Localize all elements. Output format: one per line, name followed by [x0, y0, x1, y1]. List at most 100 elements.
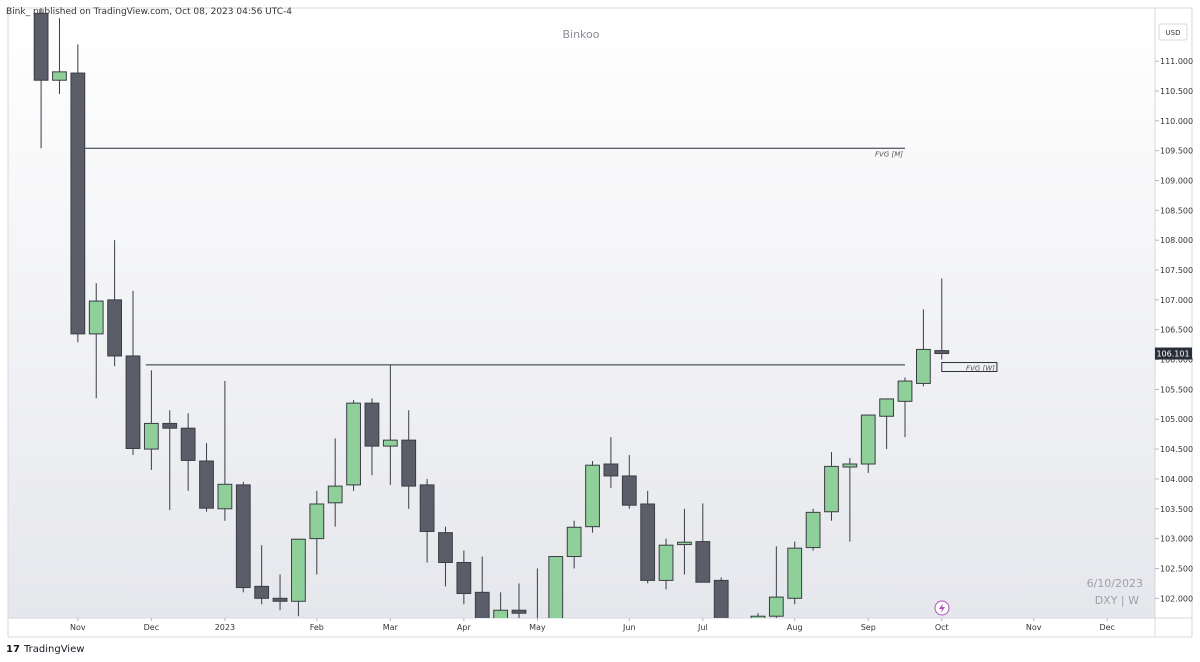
zone-label: FVG [W] [966, 364, 995, 372]
y-tick-label: 110.000 [1160, 117, 1193, 126]
candle-body [327, 485, 343, 504]
y-tick-label: 105.500 [1160, 385, 1193, 394]
y-tick-label: 109.500 [1160, 147, 1193, 156]
candle-body [162, 422, 178, 429]
y-tick-label: 102.500 [1160, 564, 1193, 573]
currency-box[interactable] [1158, 23, 1188, 41]
candle-body [419, 484, 435, 532]
x-tick-label: Oct [935, 623, 949, 632]
candle-body [493, 609, 509, 618]
candle-body [677, 541, 692, 546]
x-tick-label: Dec [1099, 623, 1114, 632]
candle-body [511, 609, 527, 614]
candle-body [70, 72, 86, 335]
x-tick-label: Jul [697, 623, 708, 632]
last-price-box [1155, 347, 1192, 360]
candle-body [438, 532, 453, 563]
y-tick-label: 106.000 [1160, 356, 1193, 365]
candle-body [291, 538, 306, 602]
y-tick-label: 108.500 [1160, 206, 1193, 215]
y-tick-label: 104.500 [1160, 445, 1193, 454]
plot: FVG [M] FVG [W] [33, 8, 998, 618]
candle-body [621, 475, 637, 506]
candle-body [143, 422, 159, 450]
candle-body [787, 547, 803, 599]
candle-body [254, 585, 270, 599]
x-tick-label: Feb [310, 623, 324, 632]
zone [941, 362, 998, 372]
y-tick-label: 103.500 [1160, 505, 1193, 514]
candle-body [695, 541, 711, 583]
candle-body [235, 484, 251, 589]
candle-body [107, 299, 123, 357]
candle-body [934, 350, 950, 355]
candle-body [52, 71, 67, 81]
header: Bink_ published on TradingView.com, Oct … [6, 7, 292, 17]
candle-body [585, 464, 600, 528]
plot-bg [8, 8, 1155, 618]
candle-body [199, 460, 214, 509]
candle-body [805, 511, 821, 549]
candle-body [916, 348, 931, 384]
x-tick-label: Dec [144, 623, 159, 632]
x-tick-label: Apr [457, 623, 472, 632]
candle-body [33, 12, 49, 81]
x-tick-label: Jun [622, 623, 636, 632]
candle-body [750, 615, 766, 618]
candle-body [824, 465, 839, 513]
y-tick-label: 103.000 [1160, 535, 1193, 544]
candle-body [346, 402, 361, 486]
last-price-label: 106.101 [1156, 350, 1189, 359]
y-tick-label: 105.000 [1160, 415, 1193, 424]
y-tick-label: 108.000 [1160, 236, 1193, 245]
y-tick-label: 110.500 [1160, 87, 1193, 96]
candle-body [842, 463, 858, 468]
candle-body [382, 439, 398, 447]
y-tick-label: 111.000 [1160, 57, 1193, 66]
candle-body [364, 402, 380, 447]
candle-body [217, 483, 233, 510]
candle-body [401, 439, 417, 487]
candle-body [474, 591, 490, 618]
level-label: FVG [M] [875, 150, 903, 158]
candle-body [768, 596, 784, 617]
x-tick-label: Nov [70, 623, 86, 632]
candle-body [658, 544, 674, 581]
y-tick-label: 109.000 [1160, 176, 1193, 185]
y-tick-label: 106.500 [1160, 326, 1193, 335]
candle-body [548, 556, 564, 618]
candle-body [180, 427, 196, 461]
candle-body [566, 526, 582, 558]
x-tick-label: 2023 [215, 623, 235, 632]
x-tick-label: May [529, 623, 546, 632]
candle-body [456, 561, 472, 595]
candle-body [88, 300, 104, 335]
y-tick-label: 107.000 [1160, 296, 1193, 305]
x-tick-label: Nov [1026, 623, 1042, 632]
candle-body [640, 503, 656, 581]
frame [7, 7, 1193, 638]
candle-body [860, 414, 876, 465]
x-tick-label: Mar [383, 623, 399, 632]
y-tick-label: 102.000 [1160, 594, 1193, 603]
y-tick-label: 107.500 [1160, 266, 1193, 275]
axes: 102.000 102.500 103.000 103.500 104.000 104.5… [70, 57, 1193, 632]
currency: USD [1166, 29, 1181, 37]
x-tick-label: Sep [861, 623, 876, 632]
logo-mark: 𝟭𝟳 [6, 644, 20, 655]
candle-body [272, 597, 288, 602]
x-tick-label: Aug [787, 623, 803, 632]
candle-body [897, 380, 913, 402]
chart-title: Binkoo [562, 28, 599, 41]
candle-body [879, 398, 895, 417]
watermark: DXY | W [1095, 594, 1139, 607]
footer: TradingView [23, 644, 84, 655]
candle-body [603, 463, 619, 477]
event-icon-bolt [939, 603, 945, 613]
candle-body [125, 355, 141, 449]
candle-body [713, 579, 729, 618]
watermark: 6/10/2023 [1087, 577, 1143, 590]
candle-body [309, 503, 325, 540]
